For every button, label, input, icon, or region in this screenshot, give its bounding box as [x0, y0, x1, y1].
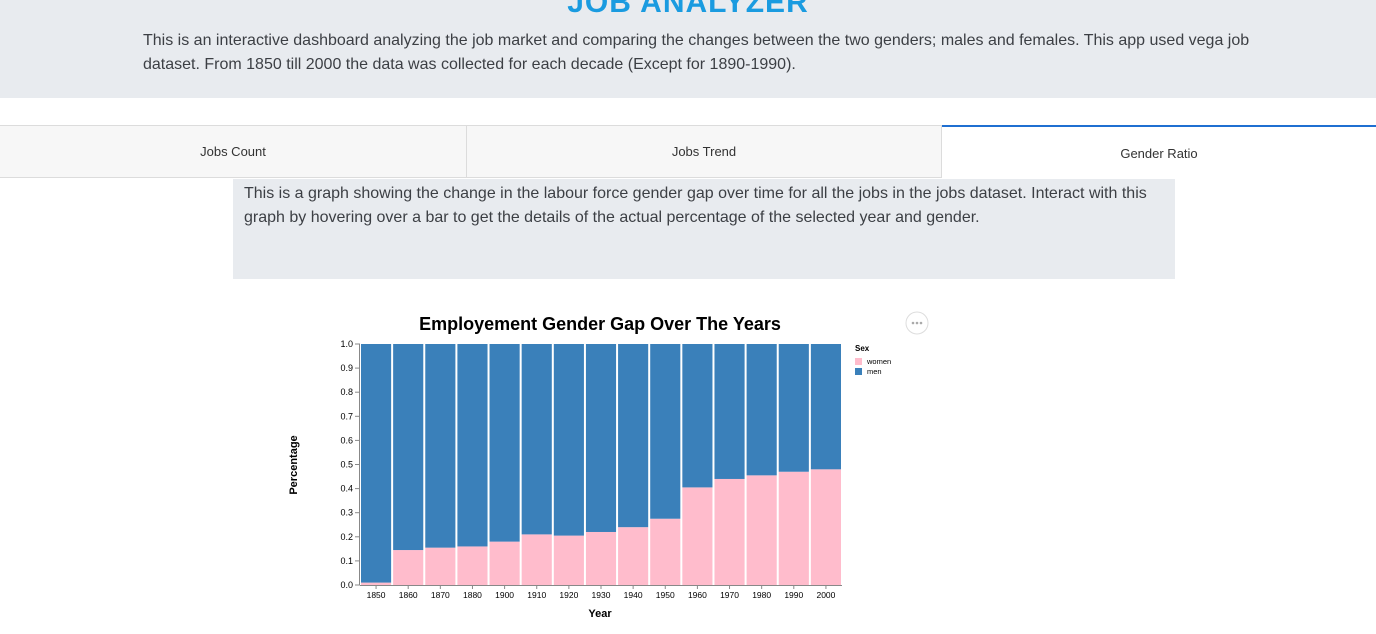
x-tick-label: 1850	[367, 590, 386, 600]
bar-men-2000[interactable]	[810, 344, 841, 470]
bar-women-1900[interactable]	[489, 541, 520, 585]
app-description: This is an interactive dashboard analyzi…	[143, 32, 1250, 73]
y-tick-label: 0.4	[340, 484, 353, 494]
bar-men-1980[interactable]	[746, 344, 777, 476]
y-axis-label: Percentage	[288, 435, 300, 494]
bar-men-1950[interactable]	[650, 344, 681, 519]
tab-bar: Jobs Count Jobs Trend Gender Ratio	[0, 125, 1376, 178]
x-tick-label: 1880	[463, 590, 482, 600]
bar-men-1900[interactable]	[489, 344, 520, 542]
x-tick-label: 1940	[624, 590, 643, 600]
bar-men-1870[interactable]	[425, 344, 456, 548]
legend-title: Sex	[855, 344, 870, 353]
tab-jobs-count[interactable]: Jobs Count	[0, 125, 467, 178]
bar-men-1940[interactable]	[618, 344, 649, 528]
bar-men-1920[interactable]	[553, 344, 584, 536]
bar-men-1880[interactable]	[457, 344, 488, 547]
y-tick-label: 1.0	[340, 339, 353, 349]
y-tick-label: 0.1	[340, 556, 353, 566]
bar-women-1990[interactable]	[778, 471, 809, 585]
y-tick-label: 0.9	[340, 363, 353, 373]
bar-women-1920[interactable]	[553, 535, 584, 585]
bar-men-1930[interactable]	[585, 344, 617, 532]
bar-women-1910[interactable]	[521, 534, 552, 585]
chart-menu-button[interactable]	[905, 311, 929, 335]
plot-area: 1850 1860 1870 1880 1900 1910 1920 1930 1940 1950…	[340, 339, 842, 600]
bar-women-1880[interactable]	[457, 546, 488, 585]
y-tick-label: 0.3	[340, 508, 353, 518]
bar-women-1970[interactable]	[714, 478, 745, 585]
legend-swatch-men	[855, 368, 862, 375]
x-axis-label: Year	[588, 608, 612, 620]
x-tick-label: 1860	[399, 590, 418, 600]
y-tick-label: 0.6	[340, 435, 353, 445]
tab-jobs-trend[interactable]: Jobs Trend	[467, 125, 942, 178]
y-tick-label: 0.8	[340, 387, 353, 397]
x-tick-label: 1960	[688, 590, 707, 600]
app-title: JOB ANALYZER	[567, 0, 809, 19]
y-tick-label: 0.5	[340, 460, 353, 470]
x-tick-label: 1870	[431, 590, 450, 600]
bar-men-1860[interactable]	[393, 344, 424, 551]
bar-women-1980[interactable]	[746, 475, 777, 585]
bar-women-1950[interactable]	[650, 518, 681, 585]
y-tick-label: 0.7	[340, 411, 353, 421]
ellipsis-icon	[911, 321, 923, 325]
legend-label-women: women	[866, 357, 891, 366]
chart-title: Employement Gender Gap Over The Years	[419, 314, 781, 334]
bar-men-1850[interactable]	[361, 344, 392, 583]
bar-men-1910[interactable]	[521, 344, 552, 535]
bar-women-1850[interactable]	[361, 582, 392, 585]
legend-swatch-women	[855, 358, 862, 365]
bar-women-1870[interactable]	[425, 547, 456, 585]
x-tick-label: 2000	[816, 590, 835, 600]
x-tick-label: 1900	[495, 590, 514, 600]
legend-label-men: men	[867, 367, 882, 376]
y-tick-label: 0.2	[340, 532, 353, 542]
bar-women-1930[interactable]	[585, 531, 617, 585]
bar-women-1860[interactable]	[393, 550, 424, 585]
x-tick-label: 1970	[720, 590, 739, 600]
bar-women-1940[interactable]	[618, 527, 649, 585]
app-header: JOB ANALYZER This is an interactive dash…	[0, 0, 1376, 98]
y-tick-label: 0.0	[340, 580, 353, 590]
x-tick-label: 1980	[752, 590, 771, 600]
x-tick-label: 1990	[784, 590, 803, 600]
tab-gender-ratio[interactable]: Gender Ratio	[942, 125, 1376, 178]
bar-men-1990[interactable]	[778, 344, 809, 472]
x-tick-label: 1920	[559, 590, 578, 600]
panel-description-box: This is a graph showing the change in th…	[233, 179, 1175, 279]
bar-women-1960[interactable]	[682, 487, 713, 585]
x-tick-label: 1930	[592, 590, 611, 600]
bar-men-1960[interactable]	[682, 344, 713, 488]
x-tick-label: 1910	[527, 590, 546, 600]
bar-women-2000[interactable]	[810, 469, 841, 585]
x-tick-label: 1950	[656, 590, 675, 600]
gender-gap-chart: Employement Gender Gap Over The Years 18…	[288, 311, 929, 620]
bar-men-1970[interactable]	[714, 344, 745, 479]
panel-description: This is a graph showing the change in th…	[244, 185, 1147, 226]
